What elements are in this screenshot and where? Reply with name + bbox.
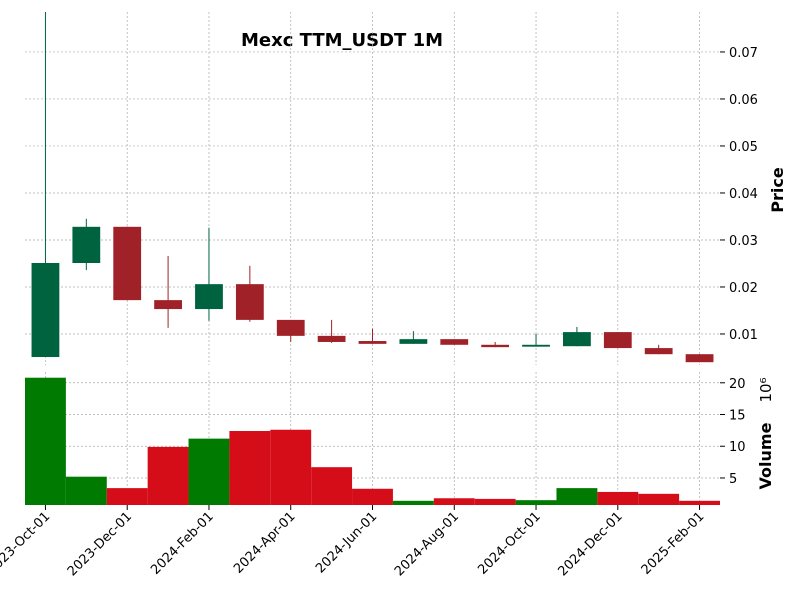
x-tick-label: 2024-Apr-01 [231,509,298,576]
y-tick-label: 0.02 [729,281,758,296]
volume-bar [188,438,230,505]
x-tick-label: 2025-Feb-01 [639,509,708,578]
candle-body [481,344,510,348]
volume-bar [597,491,639,505]
volume-tick-label: 10 [729,440,746,455]
candle-body [195,284,223,310]
x-tick-label: 2024-Dec-01 [555,509,625,579]
candle-body [603,332,632,349]
candle-body [358,341,387,344]
candle-body [522,344,550,347]
candle-body [31,263,60,358]
volume-bar [25,377,66,505]
candle-body [154,300,182,310]
candle-body [440,339,469,345]
volume-bar [229,431,271,505]
volume-exponent: 10⁶ [757,377,775,402]
candle-body [317,335,346,342]
volume-bar [515,500,557,505]
candle-body [563,332,591,347]
volume-tick-label: 15 [729,409,746,424]
candle-body [113,226,142,301]
volume-bar [352,488,393,505]
y-tick-label: 0.05 [729,140,758,155]
volume-bar [556,488,598,505]
x-tick-label: 2023-Oct-01 [0,509,53,577]
y-tick-label: 0.06 [729,93,758,108]
chart-title: Mexc TTM_USDT 1M [241,30,443,51]
volume-bar [270,429,312,505]
x-tick-label: 2024-Aug-01 [392,509,462,579]
volume-tick-label: 20 [729,377,746,392]
candle-body [685,354,714,363]
x-tick-label: 2024-Oct-01 [475,509,543,577]
candle-body [235,284,264,320]
y-tick-label: 0.04 [729,187,758,202]
volume-tick-label: 5 [729,472,737,487]
candle-body [644,348,673,355]
candle-body [72,226,101,264]
x-tick-label: 2023-Dec-01 [65,509,135,579]
volume-bar [638,493,680,505]
y-tick-label: 0.03 [729,234,758,249]
volume-bar [65,476,107,505]
volume-axis-label: Volume [756,422,775,489]
y-tick-label: 0.07 [729,46,758,61]
volume-bar [106,488,148,505]
volume-bar [433,498,475,505]
x-tick-label: 2024-Feb-01 [148,509,217,578]
y-tick-label: 0.01 [729,328,758,343]
volume-bar [147,446,189,505]
volume-bar [474,498,516,505]
volume-bar [311,467,353,505]
y-axis-label: Price [768,167,787,213]
candle-body [399,339,428,344]
x-tick-label: 2024-Jun-01 [313,509,380,576]
volume-bar [679,500,720,505]
candle-body [276,319,305,336]
volume-bar [392,500,434,505]
